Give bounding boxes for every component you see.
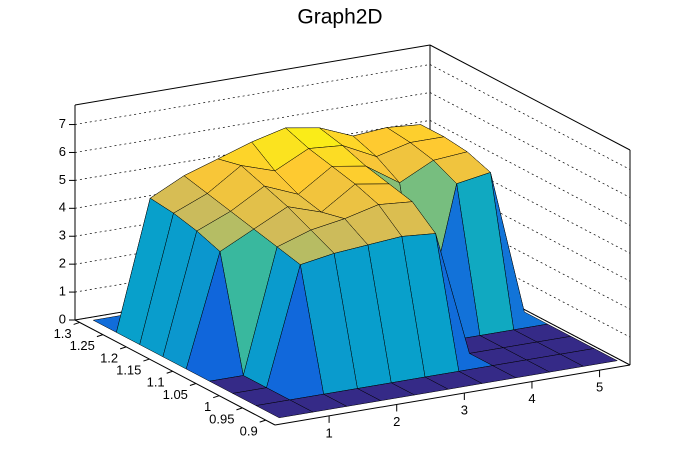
- z-tick-label: 5: [59, 172, 66, 187]
- x-tick-label: 3: [461, 402, 468, 417]
- z-tick-label: 6: [59, 144, 66, 159]
- x-tick-label: 1: [325, 425, 332, 440]
- y-tick-label: 1.15: [116, 363, 141, 378]
- y-tick-label: 1: [204, 399, 211, 414]
- box-edge: [429, 44, 631, 151]
- y-tick: [120, 346, 127, 350]
- z-tick-label: 4: [59, 200, 66, 215]
- y-tick: [213, 395, 220, 399]
- chart-title: Graph2D: [297, 6, 382, 29]
- y-tick-label: 1.05: [163, 387, 188, 402]
- x-tick-label: 5: [596, 380, 603, 395]
- y-tick: [259, 419, 266, 423]
- x-tick-label: 4: [528, 391, 535, 406]
- surface-cell: [255, 399, 314, 419]
- y-tick: [189, 383, 197, 386]
- z-tick-label: 0: [59, 311, 66, 326]
- y-tick: [143, 358, 150, 362]
- y-tick: [73, 321, 80, 325]
- grid-line: [74, 92, 631, 198]
- y-tick-label: 1.2: [100, 350, 118, 365]
- y-tick-label: 0.9: [240, 424, 258, 439]
- box-edge: [74, 44, 431, 106]
- x-axis: [274, 364, 631, 426]
- grid-line: [74, 120, 631, 226]
- grid-line: [74, 64, 631, 170]
- y-tick: [166, 370, 173, 374]
- y-axis: [74, 319, 276, 426]
- x-tick-label: 2: [393, 414, 400, 429]
- y-tick-label: 1.3: [54, 326, 72, 341]
- z-tick-label: 1: [59, 284, 66, 299]
- z-tick-label: 7: [59, 116, 66, 131]
- y-tick-label: 0.95: [209, 411, 234, 426]
- y-tick-label: 1.25: [70, 338, 95, 353]
- z-tick-label: 3: [59, 228, 66, 243]
- y-tick: [96, 334, 104, 338]
- y-tick: [236, 407, 243, 411]
- y-tick-label: 1.1: [147, 375, 165, 390]
- z-tick-label: 2: [59, 256, 66, 271]
